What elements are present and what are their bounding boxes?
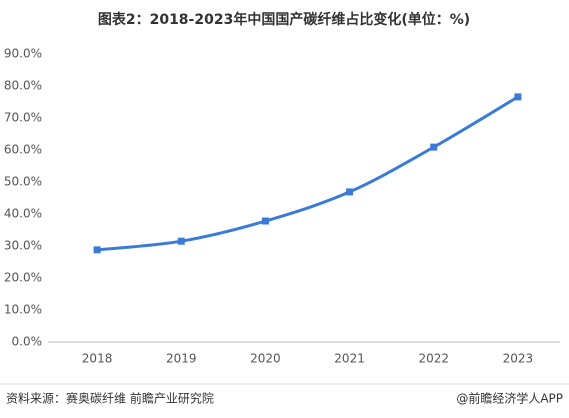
y-tick-label: 20.0% [4, 271, 42, 285]
y-tick-label: 10.0% [4, 303, 42, 317]
y-tick-label: 70.0% [4, 111, 42, 125]
data-point [177, 237, 185, 245]
data-point [93, 246, 101, 254]
x-tick-label: 2018 [82, 352, 113, 366]
y-tick-label: 40.0% [4, 207, 42, 221]
series-line [96, 95, 519, 252]
data-point [514, 93, 522, 101]
x-tick-label: 2023 [503, 352, 534, 366]
y-tick-label: 80.0% [4, 79, 42, 93]
chart-title: 图表2：2018-2023年中国国产碳纤维占比变化(单位：%) [98, 11, 470, 28]
x-tick-label: 2021 [334, 352, 365, 366]
y-tick-label: 50.0% [4, 175, 42, 189]
data-point [346, 188, 354, 196]
x-tick-label: 2019 [166, 352, 197, 366]
source-note: 资料来源：赛奥碳纤维 前瞻产业研究院 [6, 391, 214, 406]
data-point [430, 143, 438, 151]
credit: @前瞻经济学人APP [456, 391, 563, 406]
y-tick-label: 0.0% [12, 335, 43, 349]
y-tick-label: 90.0% [4, 47, 42, 61]
x-tick-label: 2022 [418, 352, 449, 366]
y-tick-label: 30.0% [4, 239, 42, 253]
y-tick-label: 60.0% [4, 143, 42, 157]
data-point [261, 217, 269, 225]
x-tick-label: 2020 [250, 352, 281, 366]
